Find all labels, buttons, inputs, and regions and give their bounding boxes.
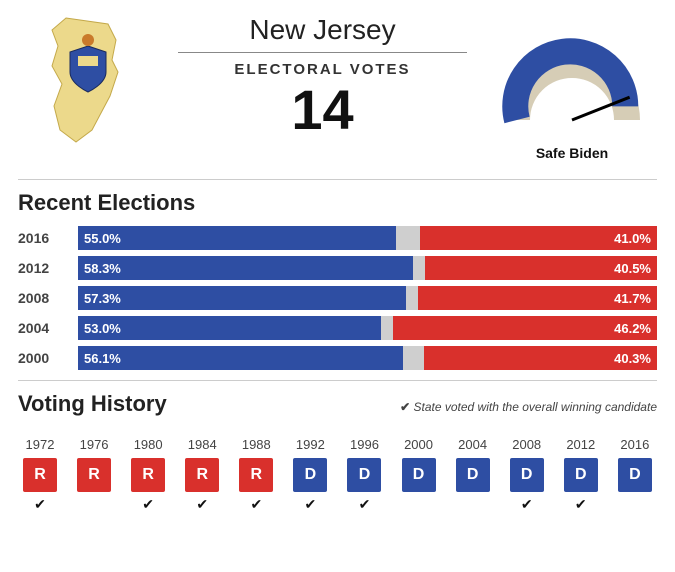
history-year: 1976 xyxy=(72,437,116,452)
history-cell: 2008 D ✔ xyxy=(505,437,549,512)
election-bar: 55.0% 41.0% xyxy=(78,226,657,250)
election-bar: 57.3% 41.7% xyxy=(78,286,657,310)
history-party-box: D xyxy=(456,458,490,492)
dem-bar: 53.0% xyxy=(78,316,381,340)
history-cell: 1984 R ✔ xyxy=(180,437,224,512)
history-winner-check: ✔ xyxy=(342,496,386,512)
dem-bar: 58.3% xyxy=(78,256,413,280)
other-bar xyxy=(381,316,393,340)
rep-bar: 46.2% xyxy=(393,316,657,340)
voting-history-grid: 1972 R ✔ 1976 R 1980 R ✔ 1984 R ✔ 1988 R ✔ 1992 D ✔ 1996 D… xyxy=(18,437,657,512)
history-cell: 1972 R ✔ xyxy=(18,437,62,512)
history-winner-check: ✔ xyxy=(180,496,224,512)
history-party-box: R xyxy=(185,458,219,492)
history-year: 1972 xyxy=(18,437,62,452)
election-row: 200857.3% 41.7% xyxy=(18,286,657,310)
history-party-box: R xyxy=(239,458,273,492)
history-year: 2008 xyxy=(505,437,549,452)
history-party-box: D xyxy=(347,458,381,492)
dem-bar: 55.0% xyxy=(78,226,396,250)
rep-bar: 41.7% xyxy=(418,286,657,310)
history-year: 1988 xyxy=(234,437,278,452)
history-winner-check: ✔ xyxy=(505,496,549,512)
election-row: 200453.0% 46.2% xyxy=(18,316,657,340)
history-year: 2000 xyxy=(397,437,441,452)
election-bar: 58.3% 40.5% xyxy=(78,256,657,280)
history-year: 2016 xyxy=(613,437,657,452)
gauge-icon xyxy=(492,38,652,138)
history-cell: 2004 D xyxy=(451,437,495,512)
rep-bar: 40.5% xyxy=(425,256,657,280)
legend-note-text: State voted with the overall winning can… xyxy=(414,400,658,414)
history-party-box: D xyxy=(564,458,598,492)
election-row: 200056.1% 40.3% xyxy=(18,346,657,370)
other-bar xyxy=(413,256,425,280)
other-bar xyxy=(396,226,419,250)
history-winner-check xyxy=(613,496,657,512)
rep-bar: 40.3% xyxy=(424,346,657,370)
rating-gauge: Safe Biden xyxy=(487,10,657,161)
history-party-box: D xyxy=(618,458,652,492)
other-bar xyxy=(406,286,418,310)
voting-history-title: Voting History xyxy=(18,391,167,417)
other-bar xyxy=(403,346,424,370)
history-party-box: R xyxy=(131,458,165,492)
history-party-box: D xyxy=(510,458,544,492)
history-cell: 1988 R ✔ xyxy=(234,437,278,512)
history-party-box: D xyxy=(402,458,436,492)
election-year: 2000 xyxy=(18,350,78,366)
history-party-box: D xyxy=(293,458,327,492)
legend-note: ✔ State voted with the overall winning c… xyxy=(400,400,657,414)
history-cell: 2016 D xyxy=(613,437,657,512)
history-cell: 1980 R ✔ xyxy=(126,437,170,512)
history-winner-check: ✔ xyxy=(288,496,332,512)
dem-bar: 56.1% xyxy=(78,346,403,370)
election-row: 201258.3% 40.5% xyxy=(18,256,657,280)
state-name: New Jersey xyxy=(178,14,467,53)
recent-elections-chart: 201655.0% 41.0% 201258.3% 40.5% 200857.3% 41.… xyxy=(18,226,657,370)
history-year: 1980 xyxy=(126,437,170,452)
history-year: 1996 xyxy=(342,437,386,452)
history-winner-check xyxy=(397,496,441,512)
history-party-box: R xyxy=(23,458,57,492)
election-year: 2004 xyxy=(18,320,78,336)
history-year: 2012 xyxy=(559,437,603,452)
election-bar: 53.0% 46.2% xyxy=(78,316,657,340)
history-winner-check xyxy=(451,496,495,512)
election-row: 201655.0% 41.0% xyxy=(18,226,657,250)
dem-bar: 57.3% xyxy=(78,286,406,310)
history-year: 1992 xyxy=(288,437,332,452)
separator xyxy=(18,179,657,180)
history-winner-check: ✔ xyxy=(126,496,170,512)
header: New Jersey ELECTORAL VOTES 14 Safe Biden xyxy=(18,10,657,173)
election-year: 2012 xyxy=(18,260,78,276)
history-cell: 1992 D ✔ xyxy=(288,437,332,512)
election-year: 2016 xyxy=(18,230,78,246)
history-winner-check: ✔ xyxy=(18,496,62,512)
history-winner-check: ✔ xyxy=(559,496,603,512)
history-winner-check: ✔ xyxy=(234,496,278,512)
electoral-votes-value: 14 xyxy=(178,82,467,138)
history-cell: 2012 D ✔ xyxy=(559,437,603,512)
history-year: 2004 xyxy=(451,437,495,452)
rep-bar: 41.0% xyxy=(420,226,657,250)
electoral-votes-label: ELECTORAL VOTES xyxy=(178,61,467,78)
voting-history-header: Voting History ✔ State voted with the ov… xyxy=(18,391,657,427)
separator xyxy=(18,380,657,381)
history-cell: 1976 R xyxy=(72,437,116,512)
history-cell: 2000 D xyxy=(397,437,441,512)
rating-label: Safe Biden xyxy=(487,145,657,161)
history-cell: 1996 D ✔ xyxy=(342,437,386,512)
history-party-box: R xyxy=(77,458,111,492)
recent-elections-title: Recent Elections xyxy=(18,190,657,216)
election-year: 2008 xyxy=(18,290,78,306)
check-icon: ✔ xyxy=(400,400,410,414)
title-block: New Jersey ELECTORAL VOTES 14 xyxy=(178,10,467,138)
election-bar: 56.1% 40.3% xyxy=(78,346,657,370)
history-year: 1984 xyxy=(180,437,224,452)
state-seal-icon xyxy=(18,10,158,150)
history-winner-check xyxy=(72,496,116,512)
